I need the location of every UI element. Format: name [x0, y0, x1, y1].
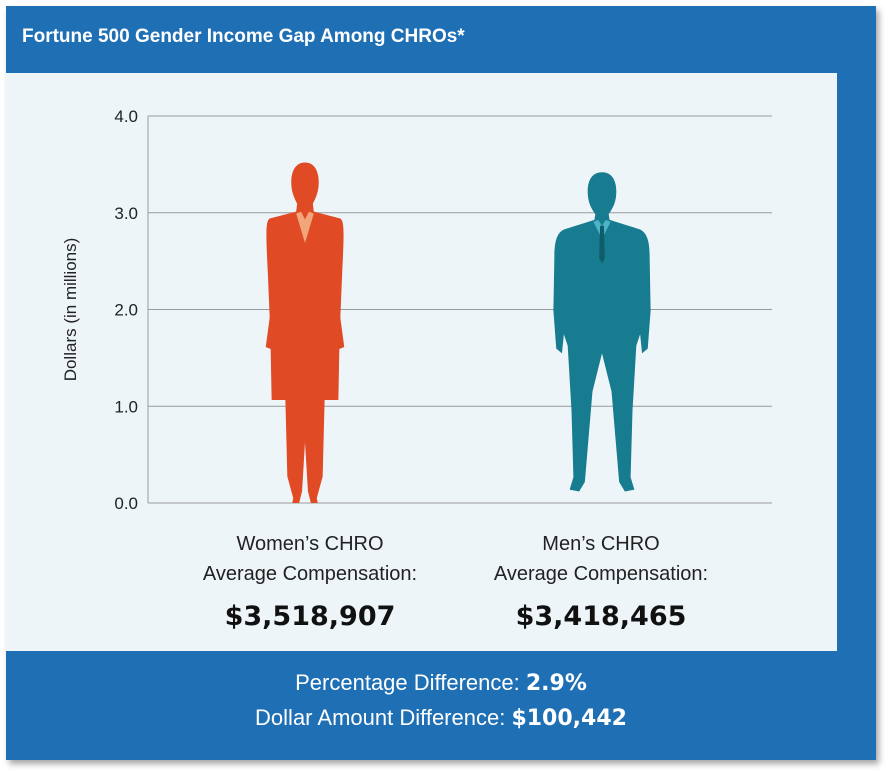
men-amount: $3,418,465	[515, 601, 687, 632]
dollar-difference-label: Dollar Amount Difference:	[255, 705, 512, 730]
man-silhouette-bar	[553, 172, 651, 492]
chart-panel: 0.0 1.0 2.0 3.0 4.0 Dollars (in millions) Wo…	[6, 73, 837, 651]
men-caption: Men’s CHRO Average Compensation:	[461, 529, 741, 589]
grid	[147, 115, 772, 504]
women-caption: Women’s CHRO Average Compensation:	[170, 529, 450, 589]
y-tick-label: 4.0	[114, 107, 138, 126]
dollar-difference-value: $100,442	[511, 706, 627, 731]
women-caption-line1: Women’s CHRO	[236, 533, 384, 555]
y-tick-label: 2.0	[114, 301, 138, 320]
y-tick-label: 3.0	[114, 204, 138, 223]
percentage-difference-value: 2.9%	[525, 671, 587, 696]
chart-title: Fortune 500 Gender Income Gap Among CHRO…	[22, 26, 465, 47]
dollar-difference: Dollar Amount Difference: $100,442	[6, 705, 876, 731]
man-body	[553, 172, 651, 492]
chart-svg: 0.0 1.0 2.0 3.0 4.0 Dollars (in millions)	[61, 107, 772, 513]
percentage-difference: Percentage Difference: 2.9%	[6, 670, 876, 696]
women-amount: $3,518,907	[224, 601, 396, 632]
y-tick-label: 0.0	[114, 494, 138, 513]
woman-blouse	[296, 211, 314, 243]
men-caption-line1: Men’s CHRO	[542, 533, 660, 555]
man-tie	[599, 225, 605, 264]
men-caption-line2: Average Compensation:	[493, 563, 709, 585]
y-tick-label: 1.0	[114, 397, 138, 416]
woman-silhouette-bar	[265, 162, 345, 503]
y-ticks: 0.0 1.0 2.0 3.0 4.0	[114, 107, 138, 513]
women-caption-line2: Average Compensation:	[202, 563, 418, 585]
percentage-difference-label: Percentage Difference:	[295, 670, 526, 695]
woman-body	[265, 162, 345, 503]
y-axis-label: Dollars (in millions)	[61, 238, 80, 382]
